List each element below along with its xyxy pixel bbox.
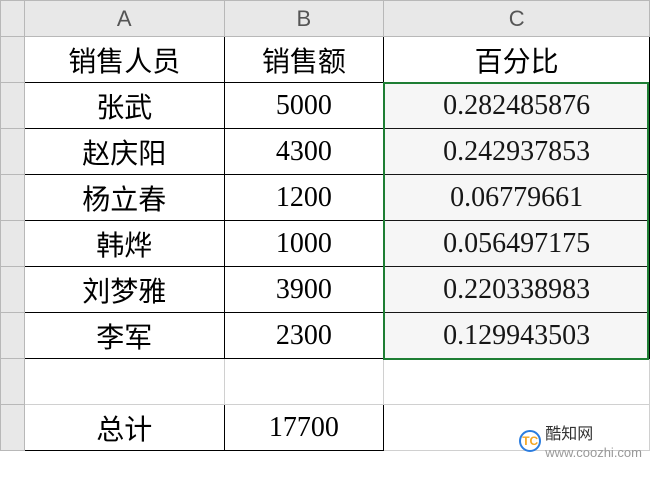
- watermark-url: www.coozhi.com: [545, 445, 642, 460]
- cell-pct[interactable]: 0.220338983: [384, 267, 650, 313]
- row-num[interactable]: [1, 175, 25, 221]
- corner-cell: [1, 1, 25, 37]
- watermark: TC 酷知网 www.coozhi.com: [519, 420, 642, 462]
- empty-cell[interactable]: [384, 359, 650, 405]
- total-amount[interactable]: 17700: [224, 405, 384, 451]
- empty-cell[interactable]: [24, 359, 224, 405]
- empty-cell[interactable]: [224, 359, 384, 405]
- cell-amount[interactable]: 2300: [224, 313, 384, 359]
- cell-pct[interactable]: 0.06779661: [384, 175, 650, 221]
- cell-name[interactable]: 赵庆阳: [24, 129, 224, 175]
- col-header-a[interactable]: A: [24, 1, 224, 37]
- cell-pct[interactable]: 0.056497175: [384, 221, 650, 267]
- spreadsheet-table: A B C 销售人员 销售额 百分比 张武 5000 0.282485876 赵…: [0, 0, 650, 451]
- col-header-b[interactable]: B: [224, 1, 384, 37]
- watermark-logo-icon: TC: [519, 430, 541, 452]
- row-num[interactable]: [1, 313, 25, 359]
- cell-amount[interactable]: 3900: [224, 267, 384, 313]
- cell-amount[interactable]: 1000: [224, 221, 384, 267]
- header-amount[interactable]: 销售额: [224, 37, 384, 83]
- cell-name[interactable]: 杨立春: [24, 175, 224, 221]
- table-row: 张武 5000 0.282485876: [1, 83, 650, 129]
- row-num[interactable]: [1, 359, 25, 405]
- cell-amount[interactable]: 5000: [224, 83, 384, 129]
- row-num[interactable]: [1, 267, 25, 313]
- row-num[interactable]: [1, 37, 25, 83]
- row-num[interactable]: [1, 83, 25, 129]
- table-row: 赵庆阳 4300 0.242937853: [1, 129, 650, 175]
- cell-pct[interactable]: 0.282485876: [384, 83, 650, 129]
- cell-amount[interactable]: 1200: [224, 175, 384, 221]
- col-header-c[interactable]: C: [384, 1, 650, 37]
- row-num[interactable]: [1, 221, 25, 267]
- table-row: 杨立春 1200 0.06779661: [1, 175, 650, 221]
- header-name[interactable]: 销售人员: [24, 37, 224, 83]
- cell-name[interactable]: 张武: [24, 83, 224, 129]
- cell-pct[interactable]: 0.129943503: [384, 313, 650, 359]
- table-row: 刘梦雅 3900 0.220338983: [1, 267, 650, 313]
- header-row: 销售人员 销售额 百分比: [1, 37, 650, 83]
- cell-name[interactable]: 刘梦雅: [24, 267, 224, 313]
- total-label[interactable]: 总计: [24, 405, 224, 451]
- blank-row: [1, 359, 650, 405]
- column-header-row: A B C: [1, 1, 650, 37]
- cell-pct[interactable]: 0.242937853: [384, 129, 650, 175]
- cell-name[interactable]: 李军: [24, 313, 224, 359]
- row-num[interactable]: [1, 129, 25, 175]
- header-pct[interactable]: 百分比: [384, 37, 650, 83]
- cell-amount[interactable]: 4300: [224, 129, 384, 175]
- table-row: 李军 2300 0.129943503: [1, 313, 650, 359]
- row-num[interactable]: [1, 405, 25, 451]
- watermark-brand: 酷知网: [545, 426, 593, 443]
- cell-name[interactable]: 韩烨: [24, 221, 224, 267]
- table-row: 韩烨 1000 0.056497175: [1, 221, 650, 267]
